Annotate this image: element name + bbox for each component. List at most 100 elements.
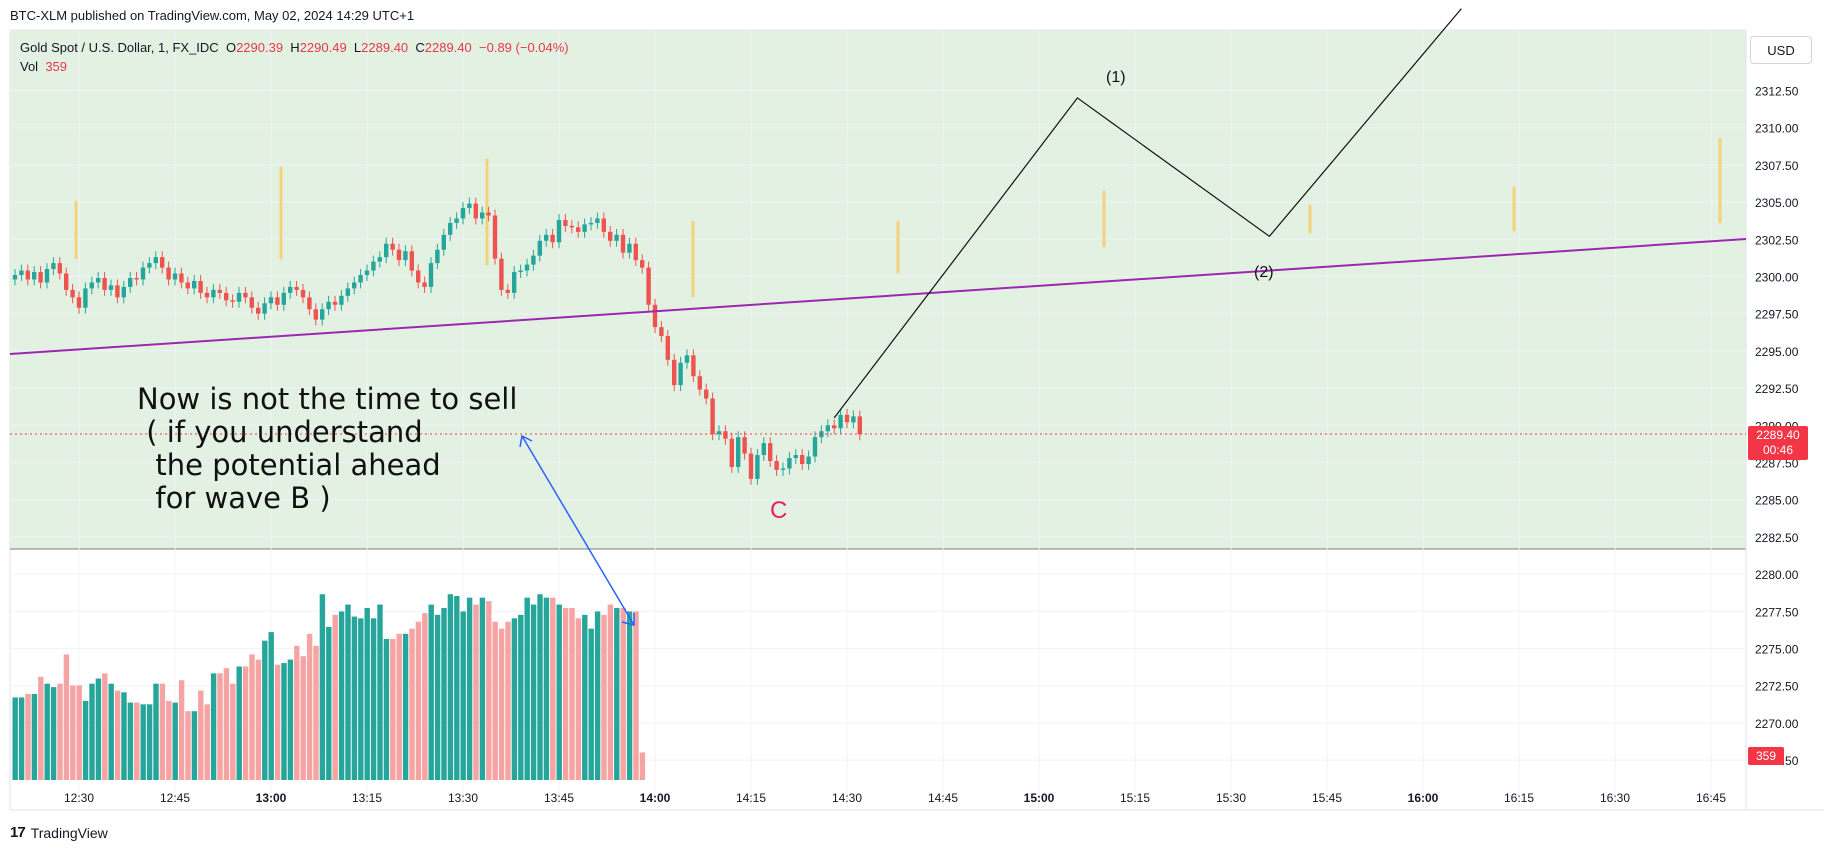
legend-o-value: 2290.39 <box>236 40 284 55</box>
volume-bar <box>223 668 230 780</box>
volume-bar <box>569 608 575 780</box>
volume-bar <box>306 633 313 780</box>
candle-body <box>339 295 344 305</box>
candle-body <box>755 455 760 479</box>
tradingview-logo[interactable]: 17 TradingView <box>10 824 108 841</box>
annotation-note[interactable]: Now is not the time to sell ( if you und… <box>137 382 518 515</box>
candle-body <box>262 303 267 314</box>
candle-body <box>729 438 734 467</box>
volume-bar <box>345 604 351 780</box>
candle-body <box>281 292 286 305</box>
candle-body <box>832 425 837 429</box>
candle-body <box>256 307 261 314</box>
x-tick-label: 13:15 <box>352 791 382 805</box>
x-tick-label: 16:15 <box>1504 791 1534 805</box>
volume-bar <box>82 700 89 780</box>
candle-body <box>582 224 587 232</box>
candle-body <box>646 267 651 305</box>
volume-bar <box>57 683 63 780</box>
time-scale[interactable]: 12:30 12:45 13:00 13:15 13:30 13:45 14:00 14:15… <box>64 791 1726 805</box>
candle-body <box>19 270 24 276</box>
volume-bar <box>588 628 594 780</box>
candle-body <box>185 282 190 289</box>
volume-bar <box>70 685 76 780</box>
candle-body <box>608 231 613 241</box>
candle-body <box>748 453 754 479</box>
candle-body <box>172 273 178 280</box>
candle-body <box>556 219 562 243</box>
volume-bar <box>524 597 530 780</box>
volume-bar <box>639 752 646 780</box>
volume-bar <box>594 611 601 780</box>
candle-body <box>736 437 741 467</box>
candle-body <box>403 251 408 261</box>
volume-bar <box>50 687 57 780</box>
candle-body <box>96 277 101 283</box>
volume-bar <box>178 680 185 780</box>
volume-bar <box>422 613 428 780</box>
candle-body <box>742 437 747 454</box>
volume-bar <box>364 608 370 780</box>
candle-body <box>550 234 555 243</box>
candle-body <box>659 327 664 337</box>
volume-bar <box>601 614 607 780</box>
y-tick-label: 2282.50 <box>1755 531 1799 545</box>
volume-bar <box>447 594 454 780</box>
volume-bar <box>198 690 204 780</box>
volume-bar <box>326 626 332 780</box>
candle-body <box>691 355 696 377</box>
x-tick-label: 16:00 <box>1408 791 1439 805</box>
volume-bar <box>409 628 415 780</box>
legend-vol-label: Vol <box>20 59 39 74</box>
price-scale[interactable]: 2312.50 2310.00 2307.50 2305.00 2302.50 2300.… <box>1755 85 1799 769</box>
candle-body <box>275 297 280 305</box>
y-tick-label: 2272.50 <box>1755 680 1799 694</box>
volume-bar <box>38 676 44 780</box>
volume-bar <box>486 601 492 780</box>
candle-body <box>800 455 805 464</box>
volume-bar <box>12 697 18 780</box>
volume-bar <box>428 604 434 780</box>
candle-body <box>192 280 197 289</box>
volume-bar <box>537 594 543 780</box>
candle-body <box>57 263 62 274</box>
candle-body <box>294 286 299 290</box>
volume-bar <box>575 618 582 780</box>
trendline[interactable] <box>9 238 1747 355</box>
x-tick-label: 12:30 <box>64 791 94 805</box>
volume-bar <box>543 597 550 780</box>
wave-projection-path[interactable] <box>833 8 1462 419</box>
candle-body <box>352 282 357 289</box>
x-tick-label: 14:45 <box>928 791 958 805</box>
volume-bar <box>281 663 287 780</box>
volume-bar <box>255 659 262 780</box>
y-tick-label: 2307.50 <box>1755 159 1799 173</box>
candle-body <box>665 336 670 360</box>
candle-body <box>710 398 715 435</box>
volume-bar <box>582 614 588 780</box>
volume-bar <box>63 654 70 780</box>
candle-body <box>793 455 798 459</box>
candle-body <box>38 272 43 283</box>
tradingview-brand: TradingView <box>30 824 108 841</box>
candle-body <box>358 275 363 283</box>
legend-symbol: Gold Spot / U.S. Dollar, 1, FX_IDC <box>20 40 219 55</box>
currency-button[interactable]: USD <box>1750 36 1812 64</box>
volume-bar <box>236 666 242 780</box>
volume-bar <box>18 697 25 780</box>
volume-bar <box>313 645 319 780</box>
candle-body <box>614 234 619 241</box>
volume-bar <box>383 638 390 780</box>
volume-bar <box>31 694 38 780</box>
candle-body <box>128 277 133 287</box>
candle-body <box>518 270 523 273</box>
arrow[interactable] <box>519 434 635 626</box>
gridlines <box>10 30 1746 810</box>
volume-bar <box>626 611 633 780</box>
volume-bar <box>434 614 441 780</box>
volume-bar <box>466 597 473 780</box>
volume-bar <box>338 611 345 780</box>
legend-l-value: 2289.40 <box>361 40 409 55</box>
volume-bar <box>377 604 383 780</box>
